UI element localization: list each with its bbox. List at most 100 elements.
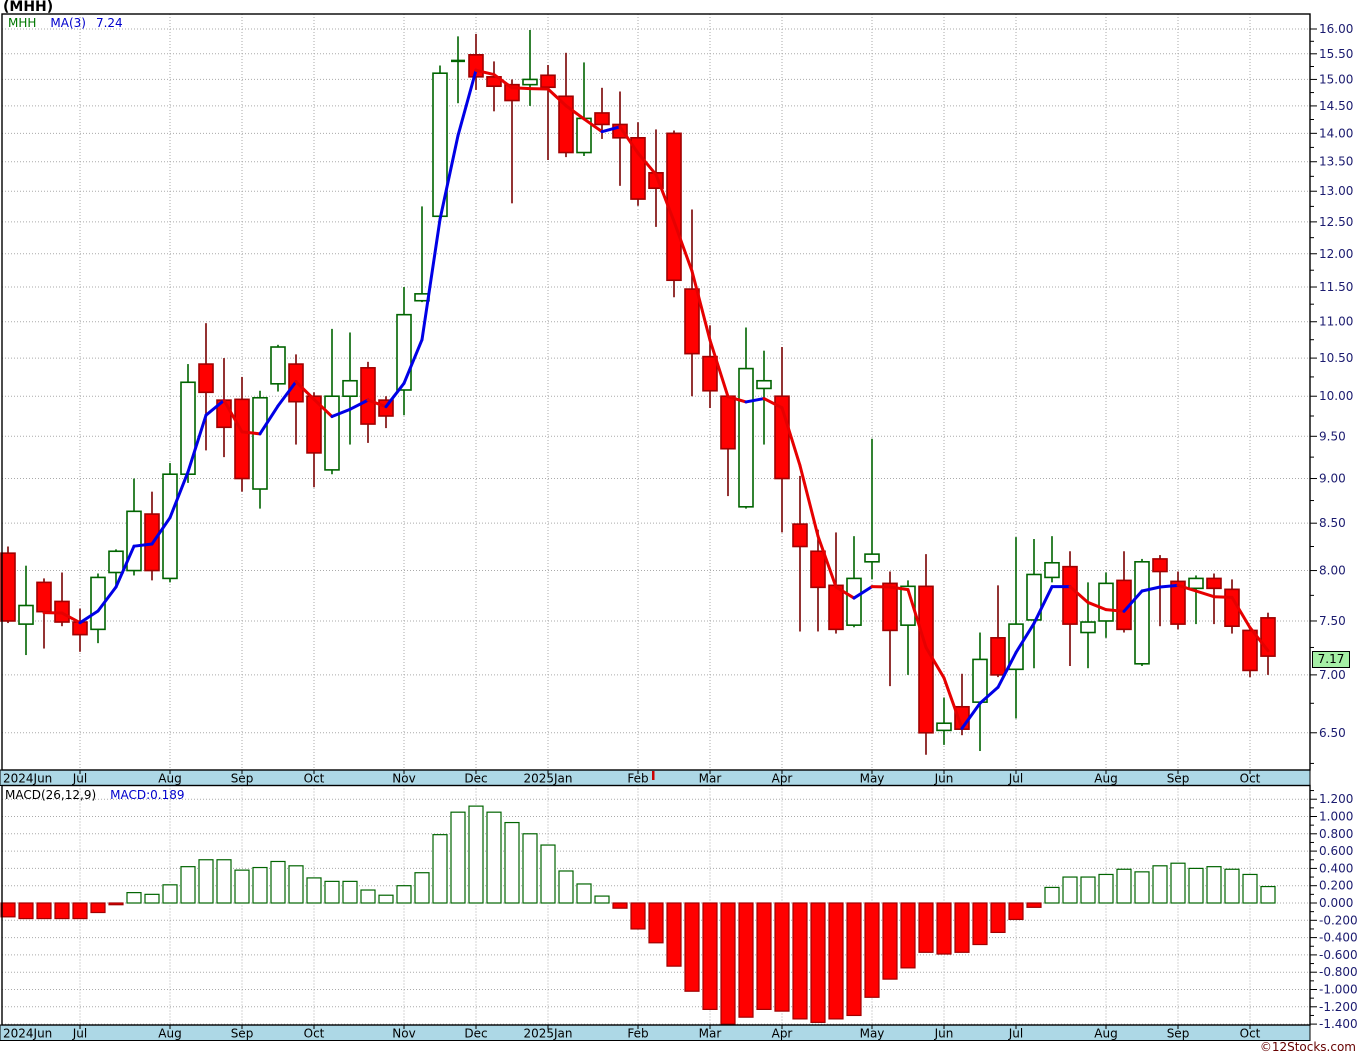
macd-axis-label: 0.200 <box>1319 879 1353 893</box>
price-axis-label: 14.00 <box>1319 126 1353 140</box>
price-axis-label: 9.00 <box>1319 472 1346 486</box>
macd-bar <box>234 869 250 904</box>
candle-body <box>18 604 34 625</box>
candle-body <box>360 367 376 425</box>
macd-bar <box>576 883 592 904</box>
candle-body <box>1026 573 1042 621</box>
ma3-line-segment <box>654 173 676 223</box>
candle-body <box>396 313 412 391</box>
ma3-line-segment <box>348 398 370 411</box>
macd-bar <box>252 866 268 904</box>
macd-bar <box>1008 902 1024 921</box>
candle-body <box>522 78 538 86</box>
price-axis-label: 10.50 <box>1319 351 1353 365</box>
legend-ma-value: 7.24 <box>95 16 123 30</box>
month-label: Sep <box>231 772 254 786</box>
candle-body <box>684 288 700 355</box>
macd-axis-label: -0.200 <box>1319 913 1358 927</box>
ma3-line-segment <box>420 217 442 342</box>
macd-bar <box>1224 868 1240 904</box>
month-label: May <box>860 1027 885 1041</box>
month-label: Feb <box>627 772 648 786</box>
ma3-line-segment <box>240 430 262 436</box>
macd-bar <box>306 877 322 904</box>
macd-bar <box>972 902 988 946</box>
macd-bar <box>54 902 70 920</box>
macd-bar <box>684 902 700 992</box>
macd-bar <box>1170 862 1186 904</box>
page-title: (MHH) <box>3 0 54 15</box>
candle-body <box>846 577 862 626</box>
month-label: Sep <box>1167 772 1190 786</box>
ma3-line-segment <box>726 395 748 404</box>
macd-bar <box>522 833 538 904</box>
ma3-line-segment <box>276 380 298 408</box>
candle-body <box>594 112 610 126</box>
ma3-line-segment <box>564 104 586 121</box>
macd-bar <box>882 902 898 980</box>
candle-body <box>1080 621 1096 634</box>
ma3-line-segment <box>1194 589 1216 599</box>
ma3-line-segment <box>492 73 514 90</box>
candle-body <box>702 355 718 392</box>
candle-body <box>1170 580 1186 625</box>
price-axis-label: 16.00 <box>1319 22 1353 36</box>
candle-body <box>1062 565 1078 625</box>
month-label: Mar <box>699 1027 722 1041</box>
month-label: 2025Jan <box>523 772 572 786</box>
month-label: Jul <box>72 1027 87 1041</box>
macd-bar <box>828 902 844 1020</box>
macd-bar <box>36 902 52 920</box>
macd-bar <box>144 893 160 904</box>
ma3-line-segment <box>1158 583 1180 589</box>
macd-value-label: MACD:0.189 <box>110 788 185 802</box>
macd-legend: MACD(26,12,9) MACD:0.189 <box>5 788 185 802</box>
price-axis-label: 7.50 <box>1319 614 1346 628</box>
price-axis-label: 13.50 <box>1319 155 1353 169</box>
macd-bar <box>702 902 718 1010</box>
price-axis-label: 14.50 <box>1319 99 1353 113</box>
candle-body <box>1044 561 1060 579</box>
ma3-line-segment <box>636 151 658 177</box>
ma3-line-segment <box>96 585 118 613</box>
macd-bar <box>1080 876 1096 904</box>
price-axis-label: 15.00 <box>1319 72 1353 86</box>
candle-body <box>882 582 898 632</box>
ma3-line-segment <box>618 125 640 155</box>
candle-body <box>1152 558 1168 573</box>
month-label: Apr <box>772 1027 793 1041</box>
macd-axis-label: 0.800 <box>1319 827 1353 841</box>
ma3-line-segment <box>600 125 622 134</box>
candle-body <box>306 395 322 454</box>
candle-body <box>36 581 52 613</box>
ma3-line-segment <box>1086 600 1108 612</box>
month-label: Sep <box>231 1027 254 1041</box>
month-label: Jul <box>1008 1027 1023 1041</box>
candle-body <box>1098 582 1114 622</box>
macd-bar <box>558 870 574 904</box>
ma3-line-segment <box>438 134 460 221</box>
candle-body <box>1242 629 1258 672</box>
macd-bar <box>396 885 412 904</box>
ma3-line-segment <box>294 380 316 401</box>
ma3-line-segment <box>1104 608 1126 613</box>
ma3-line-segment <box>366 398 388 409</box>
candle-body <box>252 396 268 490</box>
ma3-line-segment <box>546 87 568 108</box>
main-pane-border <box>1 13 1311 771</box>
ma3-line-segment <box>1212 595 1234 599</box>
ma3-line-segment <box>168 470 190 520</box>
ma3-line-segment <box>924 645 946 680</box>
candle-body <box>756 379 772 390</box>
macd-bar <box>1098 873 1114 904</box>
candle-body <box>972 658 988 703</box>
price-axis-label: 11.00 <box>1319 315 1353 329</box>
month-label: Apr <box>772 772 793 786</box>
candle-body <box>108 550 124 574</box>
macd-bar <box>1188 867 1204 904</box>
macd-bar <box>450 811 466 904</box>
ma3-line-segment <box>690 269 712 342</box>
macd-bar <box>216 859 232 904</box>
ma3-line-segment <box>1176 583 1198 593</box>
